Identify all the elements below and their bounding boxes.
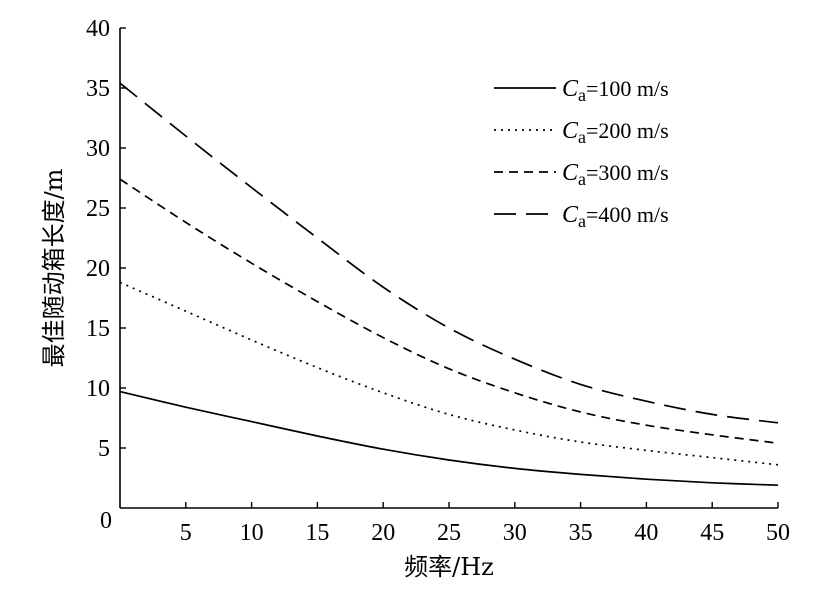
y-tick-label: 40 — [86, 16, 110, 42]
x-tick-label: 25 — [437, 520, 461, 546]
origin-tick-label: 0 — [100, 508, 112, 534]
legend-label-3: Ca=300 m/s — [562, 160, 669, 189]
legend-label-4: Ca=400 m/s — [562, 202, 669, 231]
legend-value: =300 m/s — [586, 160, 669, 185]
legend-symbol: C — [562, 160, 579, 186]
legend: Ca=100 m/sCa=200 m/sCa=300 m/sCa=400 m/s — [494, 76, 669, 231]
legend-label-2: Ca=200 m/s — [562, 118, 669, 147]
series-line-3 — [119, 178, 779, 445]
series-lines — [119, 82, 779, 487]
series-line-2 — [119, 281, 779, 466]
y-tick-label: 10 — [86, 376, 110, 402]
legend-subscript: a — [578, 85, 586, 105]
legend-symbol: C — [562, 118, 579, 144]
series-line-4 — [119, 82, 779, 424]
legend-subscript: a — [578, 211, 586, 231]
legend-subscript: a — [578, 127, 586, 147]
y-tick-label: 20 — [86, 256, 110, 282]
x-tick-label: 50 — [766, 520, 790, 546]
y-tick-label: 30 — [86, 136, 110, 162]
x-tick-label: 35 — [569, 520, 593, 546]
legend-symbol: C — [562, 76, 579, 102]
y-axis-title: 最佳随动箱长度/m — [40, 168, 68, 367]
x-tick-label: 20 — [371, 520, 395, 546]
y-tick-label: 5 — [98, 436, 110, 462]
x-tick-label: 30 — [503, 520, 527, 546]
legend-symbol: C — [562, 202, 579, 228]
x-tick-label: 10 — [240, 520, 264, 546]
series-line-1 — [119, 390, 779, 487]
legend-value: =100 m/s — [586, 76, 669, 101]
legend-value: =200 m/s — [586, 118, 669, 143]
legend-value: =400 m/s — [586, 202, 669, 227]
y-tick-label: 35 — [86, 76, 110, 102]
x-tick-label: 5 — [180, 520, 192, 546]
y-tick-label: 25 — [86, 196, 110, 222]
x-tick-label: 45 — [700, 520, 724, 546]
plot-frame — [119, 28, 778, 509]
legend-subscript: a — [578, 169, 586, 189]
y-axis-ticks: 5 10 15 20 25 30 35 40 — [86, 16, 126, 462]
x-tick-label: 15 — [305, 520, 329, 546]
x-axis-ticks: 5 10 15 20 25 30 35 40 45 50 — [180, 502, 790, 546]
x-tick-label: 40 — [634, 520, 658, 546]
y-tick-label: 15 — [86, 316, 110, 342]
x-axis-title: 频率/Hz — [404, 553, 494, 581]
legend-label-1: Ca=100 m/s — [562, 76, 669, 105]
